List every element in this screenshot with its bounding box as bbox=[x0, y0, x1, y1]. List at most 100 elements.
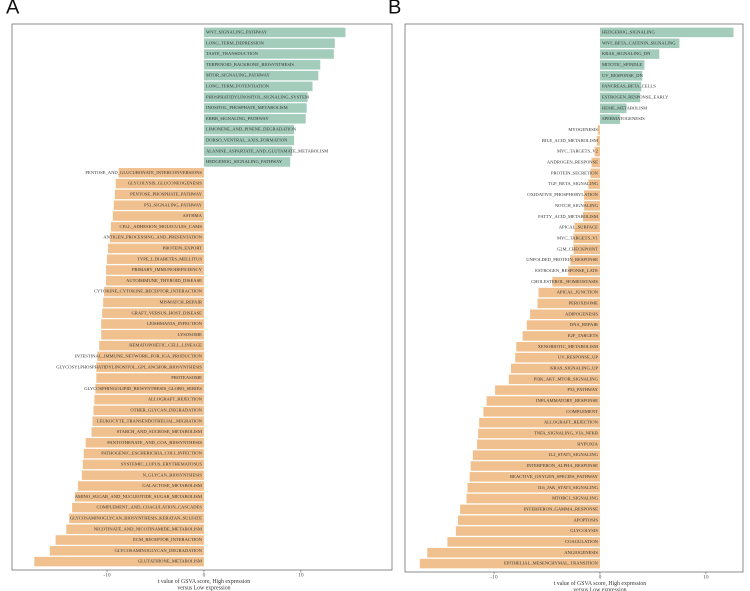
bar-label: GLYCOSAMINOGLYCAN_DEGRADATION bbox=[115, 548, 203, 553]
bar-label: P53_SIGNALING_PATHWAY bbox=[144, 202, 203, 207]
bar-label: LONG_TERM_DEPRESSION bbox=[206, 40, 265, 45]
panel-label: B bbox=[388, 0, 401, 19]
bar bbox=[460, 504, 600, 515]
bar-label: DNA_REPAIR bbox=[570, 322, 599, 327]
bar-label: LEUKOCYTE_TRANSENDOTHELIAL_MIGRATION bbox=[97, 418, 203, 423]
bar bbox=[75, 492, 204, 502]
bar-label: GLYCOLYSIS bbox=[570, 528, 598, 533]
bar bbox=[515, 352, 600, 363]
bar-label: ADIPOGENESIS bbox=[565, 311, 598, 316]
bar-label: LONG_TERM_POTENTIATION bbox=[206, 83, 270, 88]
bar-label: PROTEASOME bbox=[171, 375, 202, 380]
x-axis-label: versus Low expression bbox=[573, 588, 626, 591]
bar bbox=[103, 297, 204, 308]
bar bbox=[203, 38, 335, 48]
bar-label: KRAS_SIGNALING_UP bbox=[550, 366, 598, 371]
bar-label: AUTOIMMUNE_THYROID_DISEASE bbox=[126, 278, 202, 283]
bar bbox=[92, 416, 204, 426]
bar-label: E2F_TARGETS bbox=[568, 333, 599, 338]
bar-label: CYTOKINE_CYTOKINE_RECEPTOR_INTERACTION bbox=[94, 289, 203, 294]
bar-label: ANDROGEN_RESPONSE bbox=[547, 160, 598, 165]
bar-label: MITOTIC_SPINDLE bbox=[602, 62, 642, 67]
bar-label: MTOR_SIGNALING_PATHWAY bbox=[206, 73, 271, 78]
bar-label: SPERMATOGENESIS bbox=[602, 116, 645, 121]
plot-frame bbox=[11, 23, 393, 571]
bar-label: MYC_TARGETS_V2 bbox=[557, 149, 599, 154]
bar-label: ECM_RECEPTOR_INTERACTION bbox=[133, 537, 203, 542]
bar-label: BILE_ACID_METABOLISM bbox=[542, 138, 598, 143]
bar bbox=[457, 515, 600, 525]
bar-label: MISMATCH_REPAIR bbox=[159, 299, 202, 304]
bar-label: MYC_TARGETS_V1 bbox=[557, 235, 599, 240]
bar bbox=[599, 114, 621, 124]
bar-label: P53_PATHWAY bbox=[567, 387, 598, 392]
bar bbox=[486, 396, 600, 406]
bar bbox=[552, 276, 600, 287]
bar bbox=[599, 71, 643, 81]
bar-label: ASTHMA bbox=[183, 213, 203, 218]
bar-label: LIMONENE_AND_PINENE_DEGRADATION bbox=[206, 127, 297, 132]
bar-label: INFLAMMATORY_RESPONSE bbox=[536, 398, 598, 403]
bar bbox=[467, 482, 600, 493]
bar-label: TNFA_SIGNALING_VIA_NFKB bbox=[534, 431, 598, 436]
bar bbox=[584, 201, 600, 211]
bar bbox=[83, 448, 204, 459]
bar-label: PANTOTHENATE_AND_COA_BIOSYNTHESIS bbox=[107, 440, 202, 445]
bar-label: PRIMARY_IMMUNODEFICIENCY bbox=[132, 267, 203, 272]
bar-label: HEMATOPOIETIC_CELL_LINEAGE bbox=[129, 343, 202, 348]
bar-label: LYSOSOME bbox=[178, 332, 202, 337]
bar bbox=[109, 232, 204, 243]
bar bbox=[102, 308, 204, 318]
bar-label: COMPLEMENT bbox=[566, 409, 598, 414]
bar bbox=[537, 298, 600, 309]
bar-label: COAGULATION bbox=[565, 539, 599, 544]
bar-label: APOPTOSIS bbox=[574, 517, 599, 522]
bar bbox=[477, 439, 600, 450]
bar-label: INTERFERON_ALPHA_RESPONSE bbox=[526, 463, 598, 468]
bar bbox=[203, 146, 293, 156]
bar bbox=[203, 135, 295, 146]
bar bbox=[508, 374, 600, 385]
bar-label: PEROXISOME bbox=[569, 300, 599, 305]
bar-label: PROTEIN_EXPORT bbox=[163, 245, 202, 250]
bar bbox=[77, 481, 204, 491]
bar bbox=[203, 70, 319, 81]
bar-label: FATTY_ACID_METABOLISM bbox=[538, 214, 598, 219]
bar bbox=[599, 60, 645, 70]
bar bbox=[588, 179, 600, 189]
bar bbox=[599, 92, 641, 103]
bar bbox=[203, 157, 291, 167]
bar-label: IL6_JAK_STAT3_SIGNALING bbox=[538, 485, 599, 490]
bar bbox=[96, 362, 204, 372]
bar bbox=[419, 558, 600, 569]
bar-label: DORSO_VENTRAL_AXIS_FORMATION bbox=[206, 137, 288, 142]
bar bbox=[466, 493, 600, 504]
bar bbox=[66, 524, 204, 534]
bar-label: PHOSPHATIDYLINOSITOL_SIGNALING_SYSTEM bbox=[206, 94, 309, 99]
bar bbox=[114, 189, 204, 200]
bar-label: MTORC1_SIGNALING bbox=[552, 496, 599, 501]
bar-label: IL2_STAT5_SIGNALING bbox=[549, 452, 599, 457]
bar-label: INTERFERON_GAMMA_RESPONSE bbox=[524, 506, 598, 511]
bar bbox=[107, 254, 204, 264]
bar-label: TGF_BETA_SIGNALING bbox=[548, 181, 599, 186]
bar-label: REACTIVE_OXYGEN_SPECIES_PATHWAY bbox=[510, 474, 599, 479]
bar-label: INTESTINAL_IMMUNE_NETWORK_FOR_IGA_PRODUC… bbox=[75, 353, 203, 358]
bar-label: ALANINE_ASPARTATE_AND_GLUTAMATE_METABOLI… bbox=[206, 148, 328, 153]
bar bbox=[584, 190, 600, 200]
bar bbox=[69, 513, 204, 524]
bar-label: COMPLEMENT_AND_COAGULATION_CASCADES bbox=[97, 505, 203, 510]
bar-label: ALLOGRAFT_REJECTION bbox=[148, 397, 203, 402]
bar bbox=[573, 233, 600, 244]
bar bbox=[447, 537, 600, 547]
bar-label: UV_RESPONSE_DN bbox=[602, 73, 644, 78]
bar-label: GALACTOSE_METABOLISM bbox=[142, 483, 202, 488]
panel-label: A bbox=[6, 0, 20, 19]
bar bbox=[72, 502, 204, 513]
bar-label: WNT_BETA_CATENIN_SIGNALING bbox=[602, 40, 676, 45]
bar bbox=[495, 385, 600, 395]
bar bbox=[101, 319, 204, 329]
bar bbox=[596, 136, 600, 146]
bar bbox=[99, 340, 204, 351]
